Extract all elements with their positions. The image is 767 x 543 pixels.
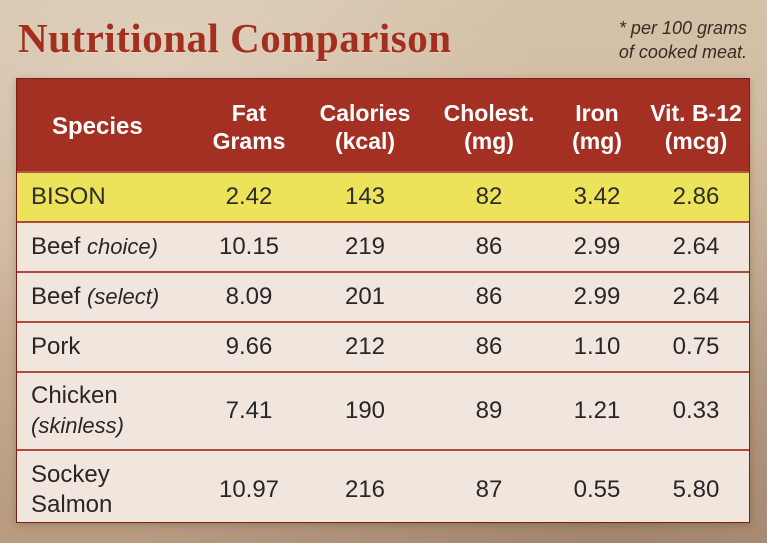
species-qualifier: (select) <box>87 284 160 309</box>
cholesterol-value: 87 <box>425 449 553 522</box>
calories-header-label: Calories <box>319 100 411 126</box>
iron-value: 1.21 <box>553 371 641 450</box>
vitamin-b12-header-unit: (mcg) <box>664 128 728 154</box>
table-row-beef-select: Beef (select) 8.09 201 86 2.99 2.64 <box>17 271 749 322</box>
species-name: Pork <box>31 333 81 360</box>
species-name: Chicken <box>31 382 118 409</box>
vitamin-b12-value: 0.33 <box>641 371 749 450</box>
vitamin-b12-value: 2.86 <box>641 171 749 222</box>
species-name: Beef <box>31 233 88 260</box>
cholesterol-value: 82 <box>425 171 553 222</box>
page-title: Nutritional Comparison <box>18 15 452 61</box>
species-cell: Beef (select) <box>17 271 193 322</box>
table-row-sockey-salmon: Sockey Salmon 10.97 216 87 0.55 5.80 <box>17 449 749 522</box>
species-cell: BISON <box>17 171 193 222</box>
iron-value: 1.10 <box>553 321 641 372</box>
species-cell: Chicken (skinless) <box>17 371 193 450</box>
nutrition-table-container: Species Fat Grams Calories (kcal) Choles… <box>16 78 750 523</box>
iron-header-unit: (mg) <box>572 128 622 154</box>
table-row-bison: BISON 2.42 143 82 3.42 2.86 <box>17 171 749 222</box>
iron-column-header: Iron (mg) <box>553 79 641 172</box>
species-qualifier: (skinless) <box>31 413 124 438</box>
fat-value: 10.97 <box>193 449 305 522</box>
table-row-chicken: Chicken (skinless) 7.41 190 89 1.21 0.33 <box>17 371 749 450</box>
calories-value: 212 <box>305 321 425 372</box>
calories-value: 219 <box>305 221 425 272</box>
vitamin-b12-value: 2.64 <box>641 221 749 272</box>
calories-value: 143 <box>305 171 425 222</box>
species-name-second-line: Salmon <box>31 490 113 518</box>
iron-value: 2.99 <box>553 221 641 272</box>
fat-value: 10.15 <box>193 221 305 272</box>
measurement-note-line-2: of cooked meat. <box>618 42 747 62</box>
calories-value: 201 <box>305 271 425 322</box>
species-column-header: Species <box>17 79 193 172</box>
species-name: BISON <box>31 183 106 210</box>
fat-value: 8.09 <box>193 271 305 322</box>
iron-header-label: Iron <box>575 100 619 126</box>
cholesterol-header-unit: (mg) <box>464 128 514 154</box>
vitamin-b12-column-header: Vit. B-12 (mcg) <box>641 79 749 172</box>
fat-header-unit: Grams <box>212 128 286 154</box>
calories-column-header: Calories (kcal) <box>305 79 425 172</box>
cholesterol-header-label: Cholest. <box>443 100 535 126</box>
vitamin-b12-header-label: Vit. B-12 <box>650 100 742 126</box>
species-name: Beef <box>31 283 88 310</box>
fat-value: 7.41 <box>193 371 305 450</box>
calories-value: 190 <box>305 371 425 450</box>
fat-header-label: Fat <box>231 100 267 126</box>
vitamin-b12-value: 0.75 <box>641 321 749 372</box>
cholesterol-column-header: Cholest. (mg) <box>425 79 553 172</box>
nutrition-comparison-table: Species Fat Grams Calories (kcal) Choles… <box>17 79 749 522</box>
species-qualifier: choice) <box>87 234 158 259</box>
table-header-row: Species Fat Grams Calories (kcal) Choles… <box>17 79 749 172</box>
vitamin-b12-value: 2.64 <box>641 271 749 322</box>
cholesterol-value: 86 <box>425 271 553 322</box>
iron-value: 0.55 <box>553 449 641 522</box>
species-cell: Beef choice) <box>17 221 193 272</box>
measurement-note: * per 100 grams of cooked meat. <box>547 16 747 64</box>
fat-value: 9.66 <box>193 321 305 372</box>
cholesterol-value: 89 <box>425 371 553 450</box>
vitamin-b12-value: 5.80 <box>641 449 749 522</box>
species-name: Sockey <box>31 460 110 488</box>
measurement-note-line-1: * per 100 grams <box>618 18 747 38</box>
species-cell: Sockey Salmon <box>17 449 193 522</box>
fat-value: 2.42 <box>193 171 305 222</box>
calories-value: 216 <box>305 449 425 522</box>
species-header-label: Species <box>52 113 143 140</box>
iron-value: 3.42 <box>553 171 641 222</box>
iron-value: 2.99 <box>553 271 641 322</box>
cholesterol-value: 86 <box>425 221 553 272</box>
cholesterol-value: 86 <box>425 321 553 372</box>
table-row-beef-choice: Beef choice) 10.15 219 86 2.99 2.64 <box>17 221 749 272</box>
calories-header-unit: (kcal) <box>334 128 396 154</box>
table-row-pork: Pork 9.66 212 86 1.10 0.75 <box>17 321 749 372</box>
fat-column-header: Fat Grams <box>193 79 305 172</box>
species-cell: Pork <box>17 321 193 372</box>
